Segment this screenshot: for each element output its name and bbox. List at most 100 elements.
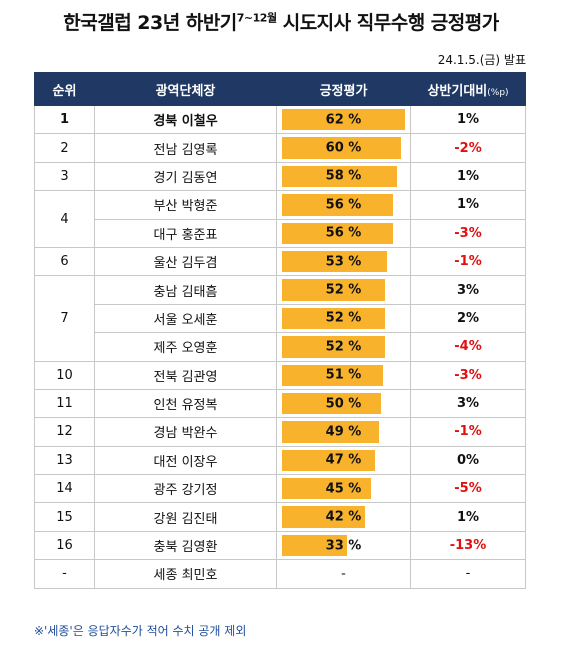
name: 울산 김두겸	[94, 246, 277, 277]
bar	[282, 279, 385, 301]
rating-cell: 52 %	[276, 303, 411, 334]
bar	[282, 194, 393, 216]
title-sup: 7~12월	[236, 11, 277, 25]
change: -1%	[410, 417, 526, 447]
table-row: 대구 홍준표 56 % -3%	[35, 218, 526, 248]
table-row: 서울 오세훈 52 % 2%	[35, 303, 526, 334]
change: 0%	[410, 445, 526, 476]
title-text: 한국갤럽 23년 하반기	[63, 12, 237, 34]
name: 광주 강기정	[94, 474, 277, 504]
rating-cell: 60 %	[276, 133, 411, 163]
name: 인천 유정복	[94, 388, 277, 419]
bar	[282, 165, 397, 188]
rating-label: 56 %	[325, 225, 362, 241]
rank: 2	[34, 133, 95, 163]
rank: 3	[34, 161, 95, 192]
table-row: 13 대전 이장우 47 % 0%	[34, 445, 526, 476]
rating-label: 52 %	[325, 282, 362, 298]
table-row: 10 전북 김관영 51 % -3%	[34, 360, 526, 390]
name: 부산 박형준	[94, 190, 277, 220]
change: -4%	[410, 332, 526, 362]
rank: 13	[34, 445, 95, 476]
table-row: 16 충북 김영환 33 % -13%	[34, 530, 526, 561]
column-title: 긍정평가	[319, 83, 368, 99]
name: 제주 오영훈	[94, 332, 277, 362]
column-header: 광역단체장	[94, 72, 277, 106]
rating-label: 56 %	[325, 197, 362, 213]
rating-label: 52 %	[325, 339, 362, 355]
rank: -	[34, 559, 95, 589]
column-title: 광역단체장	[155, 83, 216, 99]
name: 강원 김진태	[94, 502, 277, 532]
name: 전북 김관영	[94, 360, 277, 390]
column-title: 상반기대비	[427, 83, 488, 99]
table-row: 1 경북 이철우 62 % 1%	[34, 104, 526, 135]
change: -13%	[410, 530, 526, 561]
rating-label: 49 %	[325, 424, 362, 440]
name: 경남 박완수	[94, 417, 277, 447]
rating-cell: 62 %	[276, 104, 411, 135]
table-row: - 세종 최민호 - -	[34, 559, 526, 589]
name: 대전 이장우	[94, 445, 277, 476]
bar	[282, 449, 376, 472]
rating-cell: 58 %	[276, 161, 411, 192]
rank: 6	[34, 246, 95, 277]
bar	[282, 222, 393, 244]
rating-label: 52 %	[325, 310, 362, 326]
table-row: 2 전남 김영록 60 % -2%	[34, 133, 526, 163]
bar	[282, 392, 381, 415]
change: 1%	[410, 190, 526, 220]
name: 전남 김영록	[94, 133, 277, 163]
table-row: 3 경기 김동연 58 % 1%	[34, 161, 526, 192]
rank: 11	[34, 388, 95, 419]
bar	[282, 506, 366, 528]
rank: 4	[34, 190, 95, 248]
name: 서울 오세훈	[94, 303, 277, 334]
change: 1%	[410, 161, 526, 192]
table-row: 12 경남 박완수 49 % -1%	[34, 417, 526, 447]
bar	[282, 250, 387, 273]
name: 충북 김영환	[94, 530, 277, 561]
rating-label: -	[341, 566, 346, 582]
rating-cell: 53 %	[276, 246, 411, 277]
rating-cell: 52 %	[276, 275, 411, 305]
bar	[282, 109, 405, 131]
change: 1%	[410, 104, 526, 135]
rank: 7	[34, 275, 95, 362]
name: 충남 김태흠	[94, 275, 277, 305]
change: -3%	[410, 360, 526, 390]
rank: 14	[34, 474, 95, 504]
rating-cell: 52 %	[276, 332, 411, 362]
change: 3%	[410, 388, 526, 419]
table-row: 4 부산 박형준 56 % 1%	[34, 190, 526, 248]
rank: 16	[34, 530, 95, 561]
bar	[282, 364, 383, 386]
change: 2%	[410, 303, 526, 334]
bar	[282, 137, 401, 159]
title: 한국갤럽 23년 하반기7~12월 시도지사 직무수행 긍정평가	[0, 8, 562, 35]
header-row: 순위 광역단체장 긍정평가 상반기대비(%p)	[34, 72, 526, 106]
bar	[282, 307, 385, 330]
rating-cell: 56 %	[276, 190, 411, 220]
rating-label: 62 %	[325, 112, 362, 128]
note: ※'세종'은 응답자수가 적어 수치 공개 제외	[34, 624, 247, 638]
rating-label: 51 %	[325, 367, 362, 383]
rating-label: 60 %	[325, 140, 362, 156]
rating-cell: 45 %	[276, 474, 411, 504]
change: -5%	[410, 474, 526, 504]
rank: 15	[34, 502, 95, 532]
table-row: 7 충남 김태흠 52 % 3%	[34, 275, 526, 362]
change: -	[410, 559, 526, 589]
column-header: 상반기대비(%p)	[410, 72, 526, 106]
rating-cell: 42 %	[276, 502, 411, 532]
rank: 12	[34, 417, 95, 447]
table-row: 15 강원 김진태 42 % 1%	[34, 502, 526, 532]
change: 1%	[410, 502, 526, 532]
bar	[282, 478, 372, 500]
change: 3%	[410, 275, 526, 305]
rating-cell: 56 %	[276, 218, 411, 248]
rank: 1	[34, 104, 95, 135]
change: -3%	[410, 218, 526, 248]
table-row: 14 광주 강기정 45 % -5%	[34, 474, 526, 504]
